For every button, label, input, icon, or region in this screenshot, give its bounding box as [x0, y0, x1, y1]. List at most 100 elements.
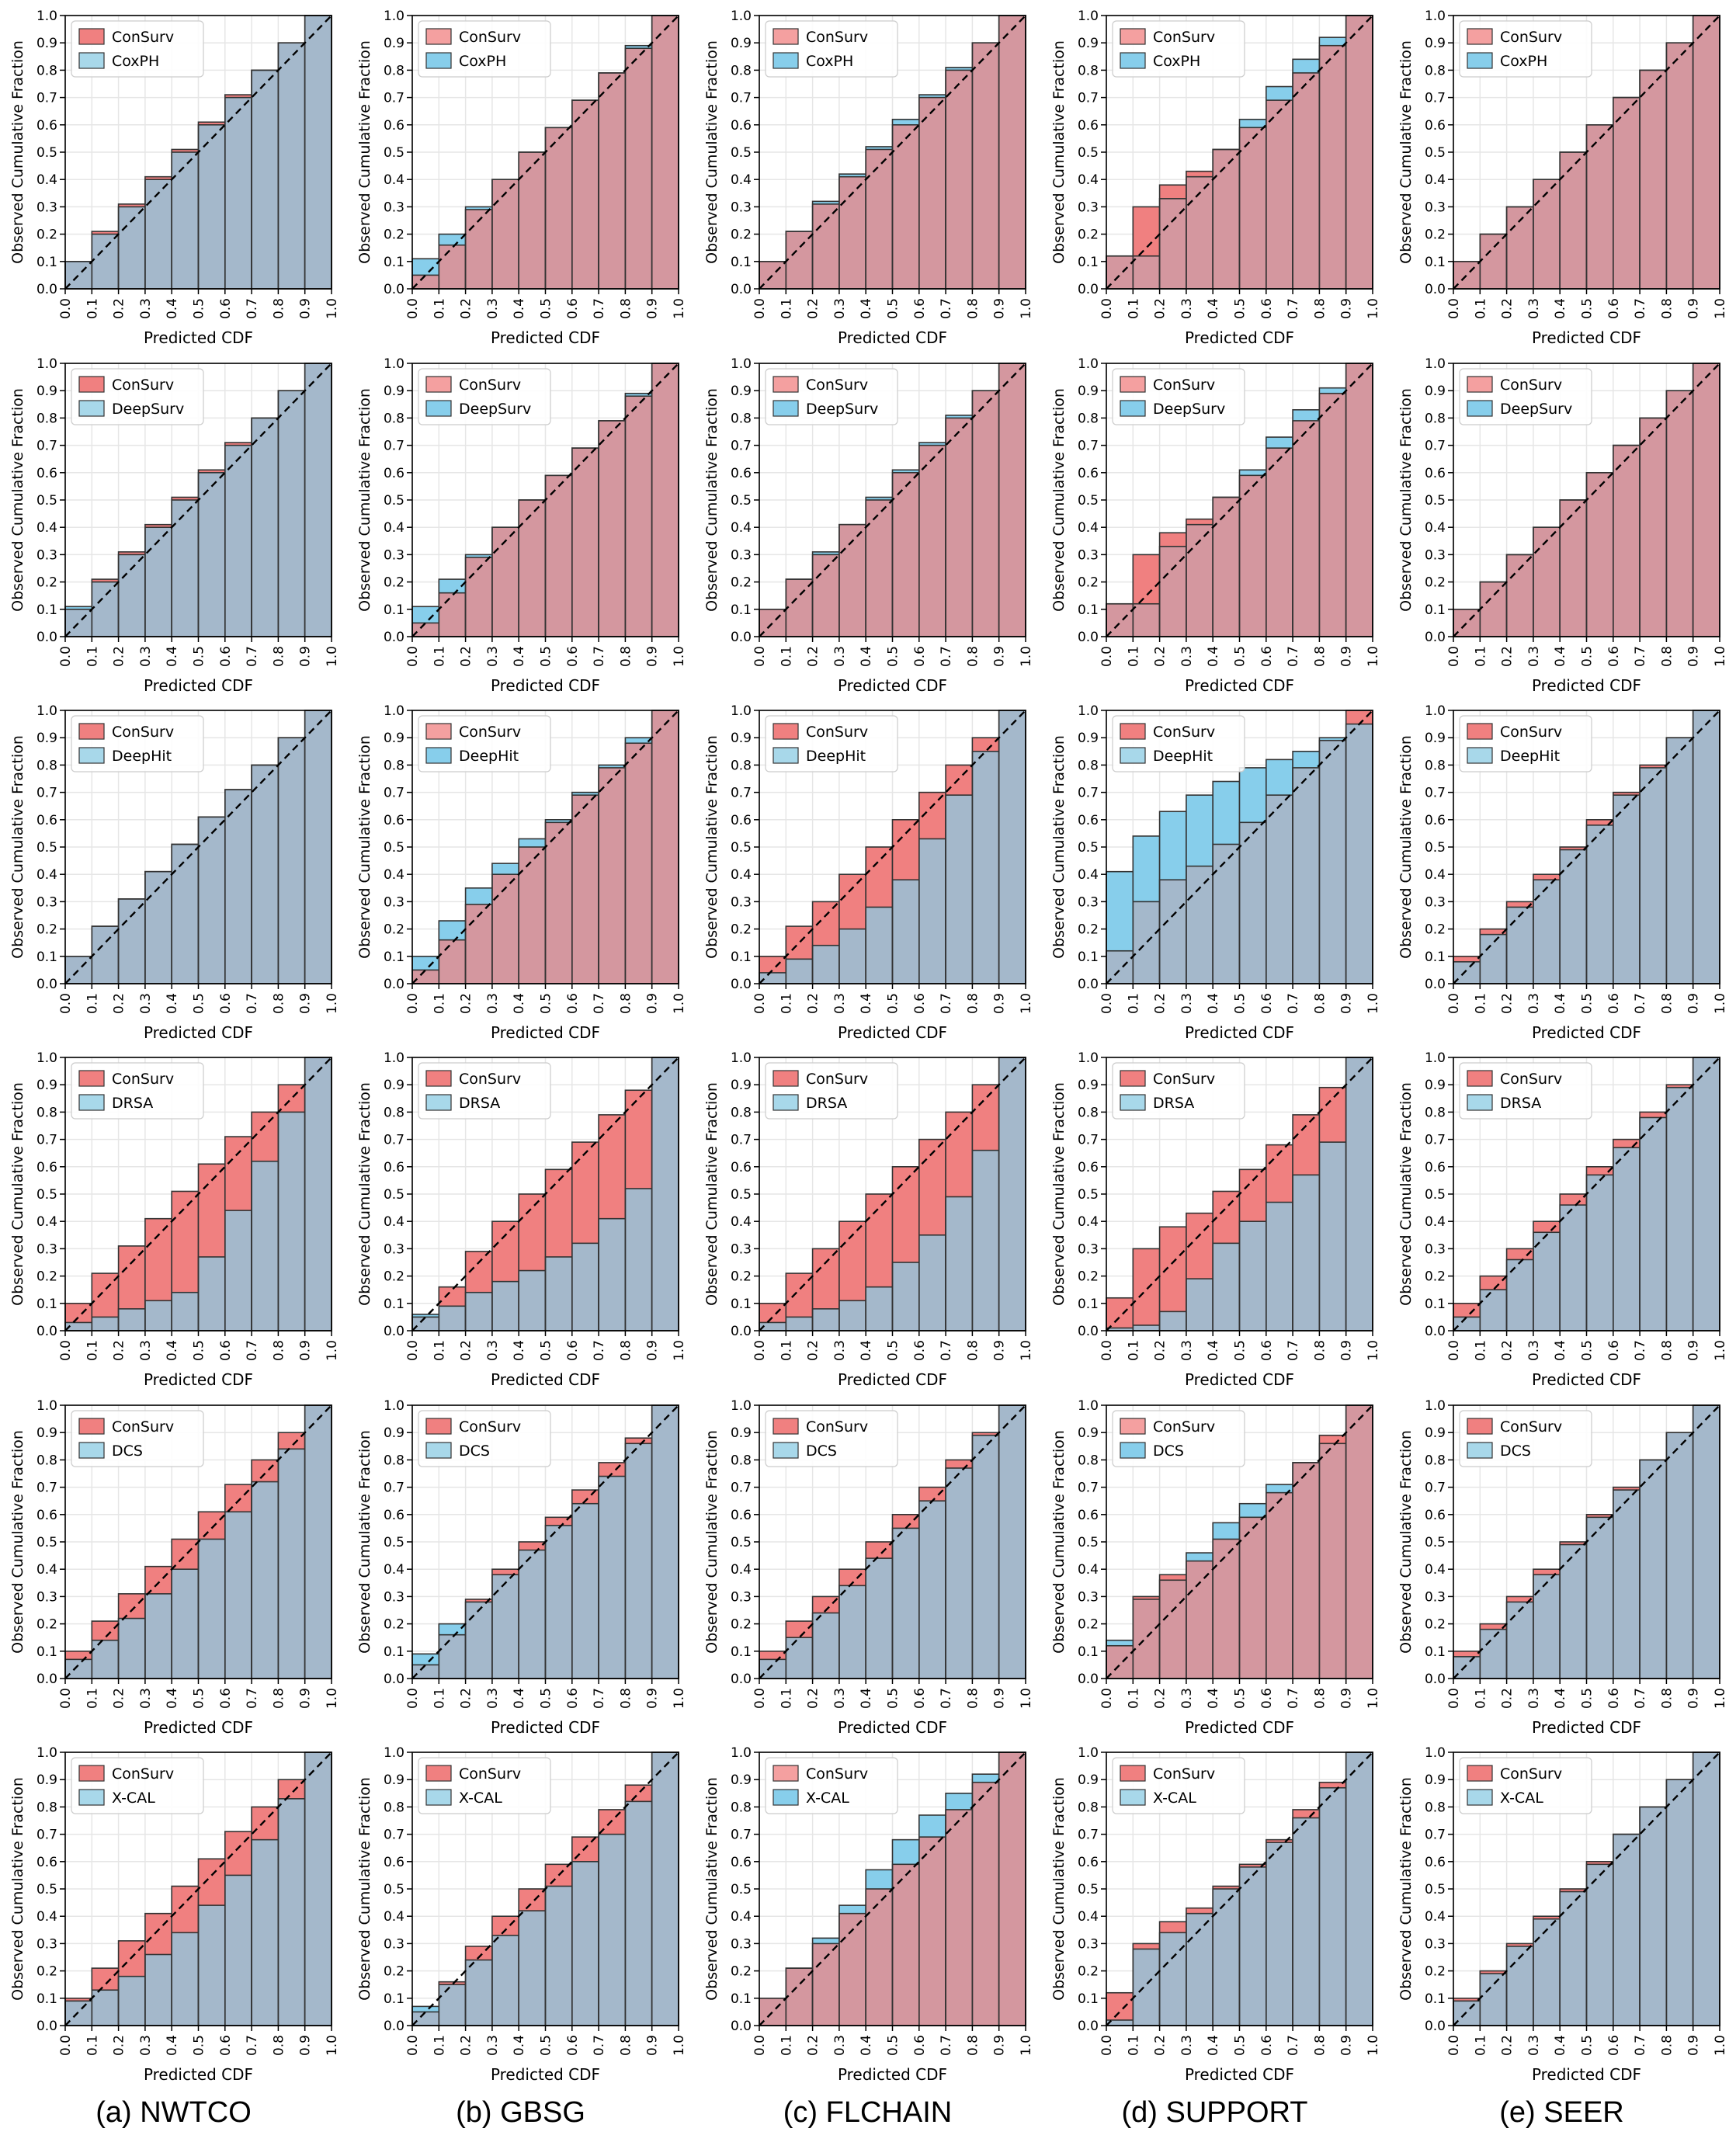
bar-overlap	[625, 1443, 652, 1679]
x-tick-label: 0.5	[539, 1340, 554, 1361]
bar-overlap	[1213, 1539, 1240, 1679]
x-tick-label: 0.4	[1206, 1340, 1221, 1361]
x-axis-label: Predicted CDF	[1185, 1370, 1294, 1389]
bar-overlap	[1480, 1629, 1507, 1679]
x-tick-label: 0.2	[1500, 993, 1516, 1014]
x-tick-label: 0.1	[1126, 298, 1141, 319]
bar-overlap	[439, 939, 466, 984]
bar-overlap	[599, 72, 626, 290]
x-tick-label: 0.1	[85, 1688, 100, 1709]
bar-overlap	[304, 363, 332, 637]
y-tick-label: 0.6	[384, 466, 404, 481]
diagonal-reference-line	[759, 1752, 1026, 2026]
x-tick-label: 1.0	[325, 646, 340, 667]
legend-label-consurv: ConSurv	[1153, 724, 1215, 741]
bar-deepsurv	[892, 470, 919, 473]
bar-overlap	[1506, 907, 1533, 984]
y-tick-label: 0.7	[36, 1828, 57, 1843]
bar-overlap	[519, 1270, 546, 1331]
bar-overlap	[625, 48, 652, 290]
subplot-r0-c1: 0.00.0 0.1 0.1 0.2 0.2 0.3 0.3 0.4 0.4 0.5 0.5 0.6 0…	[356, 9, 687, 347]
legend-swatch-consurv	[773, 28, 799, 45]
y-tick-label: 0.4	[1078, 172, 1099, 188]
bar-deepsurv	[866, 497, 893, 500]
x-tick-label: 0.0	[1446, 993, 1462, 1014]
legend-label-baseline: CoxPH	[806, 53, 853, 70]
x-tick-label: 0.9	[992, 2035, 1008, 2056]
bar-deephit	[1159, 811, 1186, 880]
bar-overlap	[1613, 1147, 1641, 1331]
x-tick-label: 0.0	[752, 298, 768, 319]
bar-consurv	[1186, 171, 1213, 177]
y-tick-label: 0.6	[36, 1508, 57, 1523]
x-tick-label: 0.7	[245, 2035, 260, 2056]
subplot-r3-c2: 0.00.0 0.1 0.1 0.2 0.2 0.3 0.3 0.4 0.4 0.5 0.5 0.6 0…	[703, 1050, 1034, 1389]
y-axis-label: Observed Cumulative Fraction	[356, 1082, 373, 1306]
subplot-r0-c2: 0.00.0 0.1 0.1 0.2 0.2 0.3 0.3 0.4 0.4 0.5 0.5 0.6 0…	[703, 9, 1034, 347]
x-tick-label: 0.3	[138, 298, 154, 319]
x-tick-label: 0.5	[886, 298, 901, 319]
bar-overlap	[1319, 1142, 1346, 1331]
column-caption-flchain: (c) FLCHAIN	[783, 2096, 953, 2129]
x-tick-label: 0.7	[1286, 1340, 1301, 1361]
bar-overlap	[1480, 234, 1507, 289]
y-tick-label: 0.1	[36, 1644, 57, 1660]
bar-overlap	[651, 16, 679, 289]
y-tick-label: 0.9	[36, 1425, 57, 1441]
y-tick-label: 0.4	[1425, 520, 1446, 536]
y-tick-label: 0.3	[1078, 894, 1099, 910]
y-tick-label: 0.1	[36, 1991, 57, 2007]
x-tick-label: 1.0	[1366, 993, 1381, 1014]
y-tick-label: 0.0	[1078, 977, 1099, 992]
y-tick-label: 1.0	[1078, 356, 1099, 372]
x-tick-label: 0.7	[1633, 1688, 1648, 1709]
x-tick-label: 0.6	[218, 2035, 234, 2056]
x-tick-label: 0.7	[592, 646, 607, 667]
y-tick-label: 0.9	[1078, 1078, 1099, 1093]
bar-overlap	[1586, 1175, 1613, 1331]
y-tick-label: 0.9	[731, 1425, 752, 1441]
bar-consurv	[1533, 1569, 1561, 1575]
y-tick-label: 0.2	[36, 227, 57, 243]
x-tick-label: 0.7	[939, 646, 954, 667]
y-tick-label: 0.2	[1078, 1617, 1099, 1633]
x-tick-label: 0.2	[459, 993, 474, 1014]
diagonal-reference-line	[1453, 15, 1720, 290]
bar-overlap	[439, 592, 466, 637]
bar-dcs	[412, 1654, 439, 1665]
bar-overlap	[491, 1935, 519, 2026]
legend-swatch-baseline	[1467, 1442, 1493, 1459]
legend: ConSurv X-CAL	[418, 1757, 551, 1814]
x-tick-label: 1.0	[1019, 1688, 1034, 1709]
legend-label-baseline: X-CAL	[1500, 1790, 1543, 1807]
x-tick-label: 0.9	[298, 646, 314, 667]
y-tick-label: 0.5	[384, 493, 404, 509]
y-tick-label: 0.6	[1425, 813, 1446, 828]
x-tick-label: 0.9	[298, 298, 314, 319]
x-axis-label: Predicted CDF	[144, 676, 253, 695]
legend: ConSurv DRSA	[1112, 1062, 1245, 1120]
diagonal-reference-line	[64, 363, 332, 637]
legend-label-consurv: ConSurv	[806, 1071, 868, 1088]
y-tick-label: 0.4	[731, 1562, 752, 1578]
bar-overlap	[198, 1539, 225, 1679]
bar-overlap	[625, 743, 652, 984]
bar-overlap	[491, 1281, 519, 1331]
x-tick-label: 0.6	[912, 2035, 928, 2056]
bar-overlap	[172, 152, 199, 289]
y-tick-label: 0.5	[1425, 1882, 1446, 1897]
subplot-r5-c2: 0.00.0 0.1 0.1 0.2 0.2 0.3 0.3 0.4 0.4 0.5 0.5 0.6 0…	[703, 1745, 1034, 2084]
legend-label-consurv: ConSurv	[1500, 29, 1562, 46]
legend-swatch-consurv	[78, 1418, 105, 1435]
y-tick-label: 0.0	[1425, 1324, 1446, 1339]
x-tick-label: 0.7	[245, 993, 260, 1014]
y-tick-label: 0.4	[1425, 867, 1446, 883]
bar-consurv	[198, 470, 225, 473]
x-tick-label: 0.8	[1312, 993, 1328, 1014]
y-tick-label: 0.0	[731, 977, 752, 992]
legend-label-consurv: ConSurv	[112, 377, 174, 394]
y-tick-label: 0.5	[1425, 1187, 1446, 1203]
bar-consurv	[866, 1542, 893, 1559]
y-tick-label: 0.8	[1078, 411, 1099, 426]
x-tick-label: 0.6	[912, 1340, 928, 1361]
